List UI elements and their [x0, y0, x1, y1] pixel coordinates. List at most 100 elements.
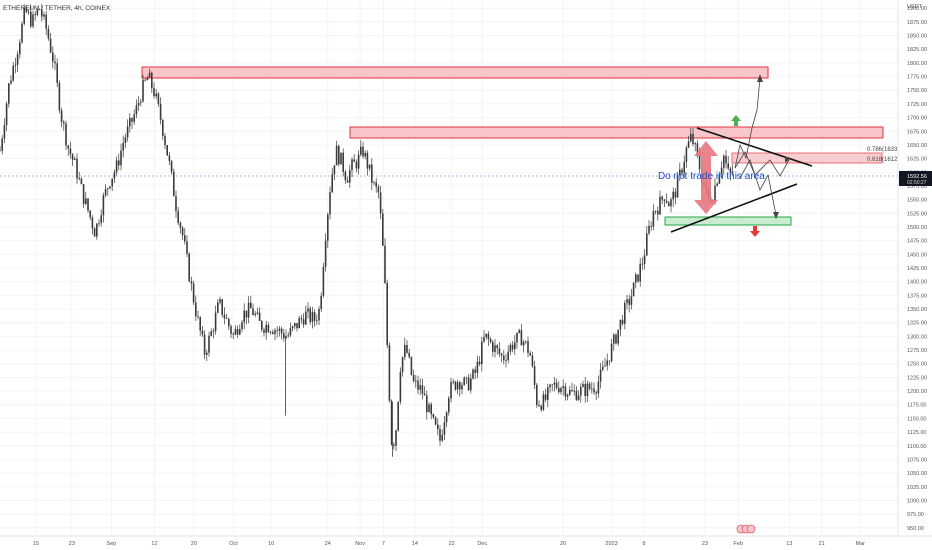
- price-tick-label: 1825.00: [907, 47, 927, 53]
- candle-body: [641, 263, 644, 265]
- time-tick-label: 15: [33, 541, 39, 547]
- candle-body: [256, 312, 259, 314]
- candle-body: [617, 329, 619, 344]
- candle-body: [679, 169, 681, 176]
- candle-body: [58, 82, 61, 111]
- candle-body: [511, 344, 514, 350]
- price-tick-label: 1225.00: [907, 375, 927, 381]
- triangle-upper-line[interactable]: [696, 127, 813, 167]
- event-markers[interactable]: [736, 524, 756, 534]
- candle-body: [206, 352, 208, 355]
- candle-body: [41, 9, 43, 17]
- candle-body: [527, 341, 529, 353]
- candle-body: [472, 369, 474, 379]
- candle-body: [107, 188, 109, 189]
- candle-body: [608, 360, 611, 362]
- candle-body: [100, 215, 102, 223]
- candle-body: [415, 380, 417, 382]
- candle-body: [85, 198, 87, 205]
- candle-body: [595, 392, 597, 394]
- candle-body: [69, 148, 72, 155]
- candle-body: [298, 318, 300, 329]
- candle-body: [540, 405, 542, 410]
- price-tick-label: 1650.00: [907, 143, 927, 149]
- candle-body: [335, 145, 338, 166]
- candle-body: [318, 308, 320, 321]
- price-tick-label: 1325.00: [907, 321, 927, 327]
- candle-body: [566, 394, 569, 397]
- candle-body: [520, 330, 523, 346]
- candle-body: [221, 299, 223, 315]
- candle-body: [388, 345, 391, 401]
- candle-body: [685, 147, 688, 162]
- candle-body: [305, 311, 307, 325]
- candle-body: [324, 240, 327, 267]
- price-axis-unit: USDT: [907, 4, 923, 10]
- candle-body: [602, 366, 604, 370]
- price-tick-label: 1550.00: [907, 198, 927, 204]
- candle-body: [353, 159, 355, 162]
- candle-body: [683, 161, 685, 173]
- candle-body: [3, 125, 6, 139]
- time-tick-label: 20: [560, 541, 566, 547]
- candle-body: [340, 152, 342, 165]
- candle-body: [36, 9, 39, 15]
- candle-body: [694, 143, 696, 145]
- fib-zone[interactable]: [731, 152, 883, 164]
- candle-body: [575, 390, 578, 400]
- candle-body: [362, 146, 364, 157]
- arrow-up-icon: [731, 115, 741, 126]
- projection-paths[interactable]: [734, 77, 790, 216]
- candle-body: [126, 126, 129, 138]
- support-zone[interactable]: [664, 216, 792, 226]
- price-axis[interactable]: 950.00 975.00 1000.00 1025.00 1050.00 1075.00…: [907, 6, 927, 532]
- resistance-zone-upper[interactable]: [141, 66, 769, 79]
- candle-body: [615, 334, 617, 344]
- candle-body: [91, 217, 94, 229]
- candle-body: [406, 345, 408, 353]
- time-axis[interactable]: 15 23 Sep 12 20 Oct 10 24 Nov 7 14 22 Dec 20 2023 9 23 Fe…: [33, 541, 865, 547]
- resistance-zone-lower[interactable]: [349, 126, 884, 139]
- candle-body: [188, 253, 190, 282]
- time-tick-label: 23: [69, 541, 75, 547]
- candle-body: [32, 14, 34, 27]
- candle-body: [322, 266, 325, 296]
- candle-body: [131, 118, 133, 122]
- candle-body: [626, 299, 628, 304]
- price-tick-label: 1275.00: [907, 348, 927, 354]
- candle-body: [384, 245, 386, 283]
- candle-body: [646, 233, 648, 256]
- price-tick-label: 1375.00: [907, 293, 927, 299]
- candle-body: [146, 77, 149, 81]
- price-tick-label: 1400.00: [907, 280, 927, 286]
- time-tick-label: 7: [382, 541, 385, 547]
- candle-body: [166, 145, 168, 156]
- candle-body: [21, 23, 23, 43]
- candle-body: [439, 429, 441, 441]
- candle-body: [421, 385, 424, 394]
- projection-arrowhead-up: [757, 74, 763, 82]
- time-tick-label: 9: [642, 541, 645, 547]
- candle-body: [366, 152, 369, 169]
- price-tick-label: 1300.00: [907, 334, 927, 340]
- warning-annotation[interactable]: Do not trade in this area: [658, 171, 765, 182]
- candle-body: [555, 382, 558, 389]
- projection-arrowhead-right: [785, 156, 790, 163]
- candle-body: [351, 159, 353, 171]
- time-tick-label: Nov: [355, 541, 365, 547]
- candle-body: [518, 330, 520, 333]
- candle-body: [654, 210, 657, 212]
- triangle-lower-line[interactable]: [670, 183, 798, 233]
- time-tick-label: Feb: [733, 541, 742, 547]
- candle-body: [599, 369, 602, 382]
- candle-body: [144, 79, 146, 81]
- candle-body: [434, 417, 437, 425]
- price-tick-label: 1200.00: [907, 389, 927, 395]
- candle-body: [441, 434, 443, 441]
- candle-body: [529, 352, 531, 356]
- candle-body: [23, 7, 25, 24]
- candle-body: [173, 171, 175, 197]
- candle-body: [588, 383, 591, 389]
